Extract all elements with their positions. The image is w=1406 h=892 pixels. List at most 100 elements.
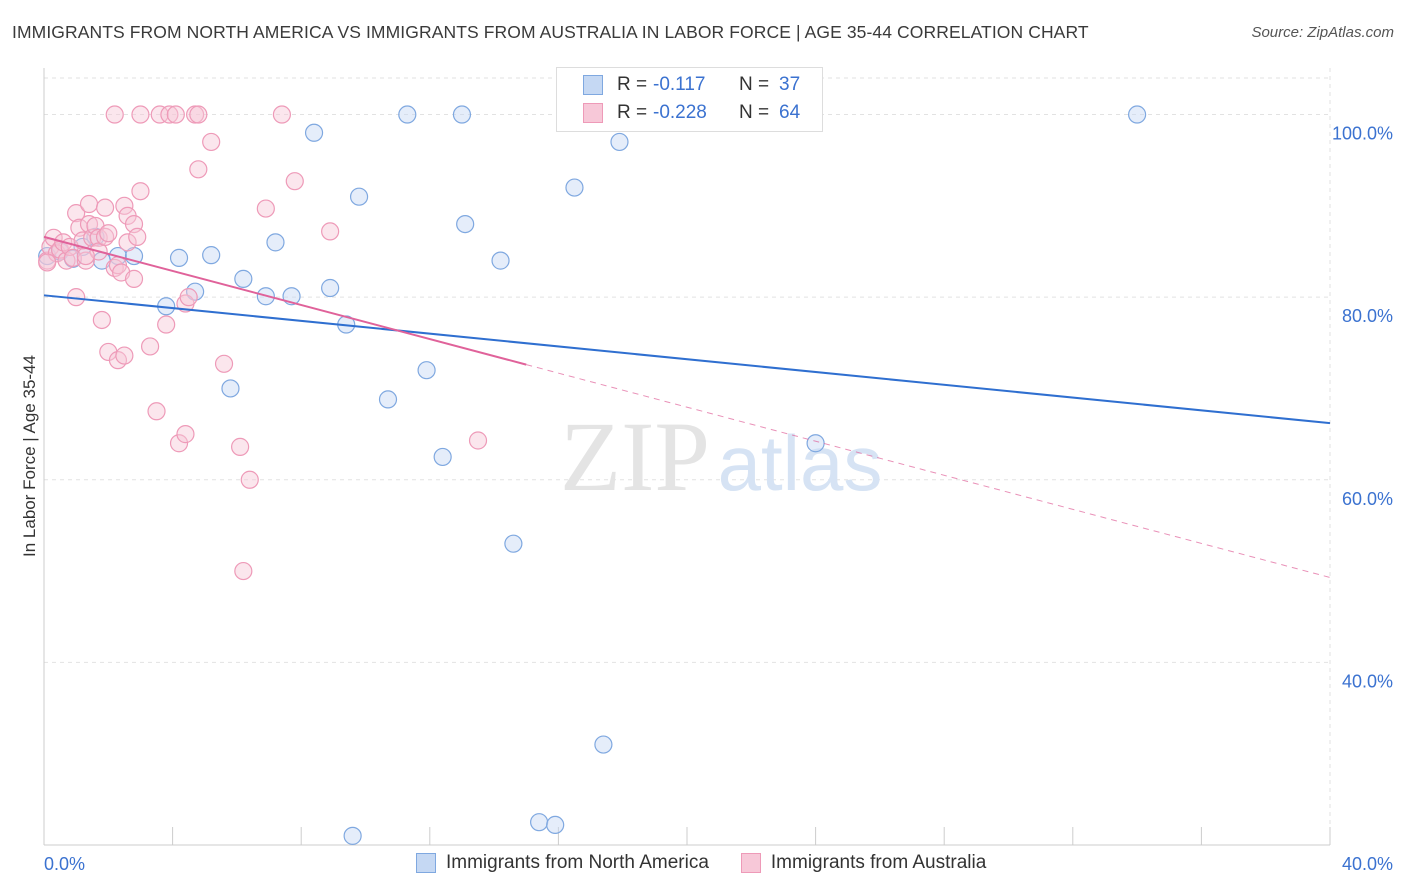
data-point-australia bbox=[189, 105, 208, 124]
y-tick-label: 100.0% bbox=[1332, 124, 1393, 144]
data-point-north-america bbox=[343, 826, 362, 845]
data-point-north-america bbox=[202, 246, 221, 265]
data-point-north-america bbox=[398, 105, 417, 124]
data-point-australia bbox=[131, 105, 150, 124]
legend-r-label: R = bbox=[617, 102, 648, 123]
series-legend: Immigrants from North America Immigrants… bbox=[416, 852, 1018, 874]
watermark: ZIP atlas bbox=[560, 401, 882, 512]
data-point-north-america bbox=[610, 132, 629, 152]
data-point-australia bbox=[92, 310, 111, 330]
y-tick-label: 80.0% bbox=[1342, 306, 1393, 326]
data-point-australia bbox=[95, 198, 115, 217]
data-point-australia bbox=[89, 228, 108, 247]
legend-label-north-america: Immigrants from North America bbox=[446, 852, 709, 873]
legend-item-australia: Immigrants from Australia bbox=[740, 852, 987, 874]
legend-n-label: N = bbox=[739, 102, 770, 123]
x-tick-label: 40.0% bbox=[1342, 854, 1393, 874]
legend-swatch-blue bbox=[583, 75, 603, 95]
data-point-australia bbox=[150, 105, 169, 124]
legend-n-value: 37 bbox=[779, 74, 801, 95]
data-point-australia bbox=[231, 437, 250, 456]
legend-swatch-blue bbox=[416, 853, 436, 873]
data-point-australia bbox=[160, 105, 179, 124]
data-point-australia bbox=[157, 315, 176, 334]
data-point-australia bbox=[202, 132, 221, 152]
data-point-australia bbox=[38, 253, 57, 272]
legend-item-north-america: Immigrants from North America bbox=[416, 852, 709, 874]
data-point-north-america bbox=[491, 251, 510, 270]
data-point-north-america bbox=[417, 361, 436, 380]
legend-swatch-pink bbox=[583, 103, 603, 123]
axes bbox=[43, 68, 1331, 846]
trend-line-solid bbox=[43, 235, 527, 366]
data-point-australia bbox=[179, 288, 198, 307]
data-point-north-america bbox=[565, 178, 584, 197]
legend-r-value: -0.117 bbox=[653, 74, 706, 95]
source-label: Source: ZipAtlas.com bbox=[1251, 24, 1394, 41]
data-point-north-america bbox=[452, 105, 472, 124]
legend-row-australia: R = -0.228 N = 64 bbox=[583, 99, 800, 127]
data-point-australia bbox=[234, 561, 253, 581]
legend-row-north-america: R = -0.117 N = 37 bbox=[583, 71, 800, 99]
data-point-north-america bbox=[234, 269, 253, 288]
data-point-australia bbox=[285, 172, 304, 191]
legend-n-value: 64 bbox=[779, 102, 801, 123]
data-point-australia bbox=[115, 196, 134, 215]
data-point-north-america bbox=[266, 233, 285, 252]
data-point-north-america bbox=[304, 123, 324, 142]
data-point-australia bbox=[79, 214, 99, 234]
data-point-australia bbox=[128, 227, 147, 246]
data-point-australia bbox=[176, 425, 195, 444]
correlation-legend: R = -0.117 N = 37 R = -0.228 N = 64 bbox=[556, 67, 823, 132]
data-point-north-america bbox=[378, 390, 398, 409]
data-point-north-america bbox=[504, 534, 523, 553]
y-tick-label: 40.0% bbox=[1342, 671, 1393, 691]
data-point-north-america bbox=[169, 248, 189, 267]
data-point-australia bbox=[256, 199, 275, 218]
legend-n-label: N = bbox=[739, 74, 770, 95]
y-tick-label: 60.0% bbox=[1342, 489, 1393, 509]
watermark-zip: ZIP bbox=[560, 401, 710, 512]
data-point-australia bbox=[105, 105, 124, 124]
data-point-north-america bbox=[806, 434, 825, 453]
data-point-australia bbox=[131, 182, 150, 201]
chart-title: IMMIGRANTS FROM NORTH AMERICA VS IMMIGRA… bbox=[12, 22, 1089, 42]
data-point-australia bbox=[124, 269, 144, 288]
legend-swatch-pink bbox=[740, 853, 761, 873]
data-point-australia bbox=[118, 233, 137, 252]
data-point-australia bbox=[76, 251, 95, 270]
data-point-australia bbox=[240, 470, 259, 489]
data-point-australia bbox=[115, 346, 134, 365]
data-point-australia bbox=[189, 160, 208, 179]
data-point-australia bbox=[99, 224, 118, 243]
data-point-australia bbox=[321, 222, 340, 241]
data-point-australia bbox=[79, 194, 99, 214]
data-point-australia bbox=[214, 354, 234, 373]
data-point-north-america bbox=[456, 214, 475, 234]
data-point-north-america bbox=[433, 447, 452, 467]
data-point-north-america bbox=[321, 278, 340, 298]
data-point-australia bbox=[166, 105, 185, 124]
series-australia bbox=[38, 105, 488, 581]
data-point-north-america bbox=[546, 815, 565, 835]
x-tick-label: 0.0% bbox=[44, 854, 85, 874]
data-point-north-america bbox=[1127, 105, 1147, 124]
data-point-north-america bbox=[594, 735, 613, 754]
data-point-north-america bbox=[530, 813, 549, 832]
watermark-atlas: atlas bbox=[718, 419, 883, 507]
data-point-australia bbox=[140, 337, 160, 356]
data-point-australia bbox=[468, 431, 488, 450]
legend-r-value: -0.228 bbox=[653, 102, 707, 123]
tick-labels: 40.0% 60.0% 80.0% 100.0% 0.0% 40.0% bbox=[44, 124, 1393, 874]
data-point-australia bbox=[272, 105, 292, 124]
trend-line-solid bbox=[43, 294, 1331, 425]
data-point-north-america bbox=[221, 379, 240, 398]
data-point-australia bbox=[147, 402, 166, 421]
data-point-australia bbox=[169, 434, 189, 453]
trend-lines bbox=[43, 235, 1331, 578]
legend-r-label: R = bbox=[617, 74, 648, 95]
legend-label-australia: Immigrants from Australia bbox=[770, 852, 987, 873]
data-point-australia bbox=[67, 204, 86, 223]
data-point-north-america bbox=[349, 187, 369, 206]
